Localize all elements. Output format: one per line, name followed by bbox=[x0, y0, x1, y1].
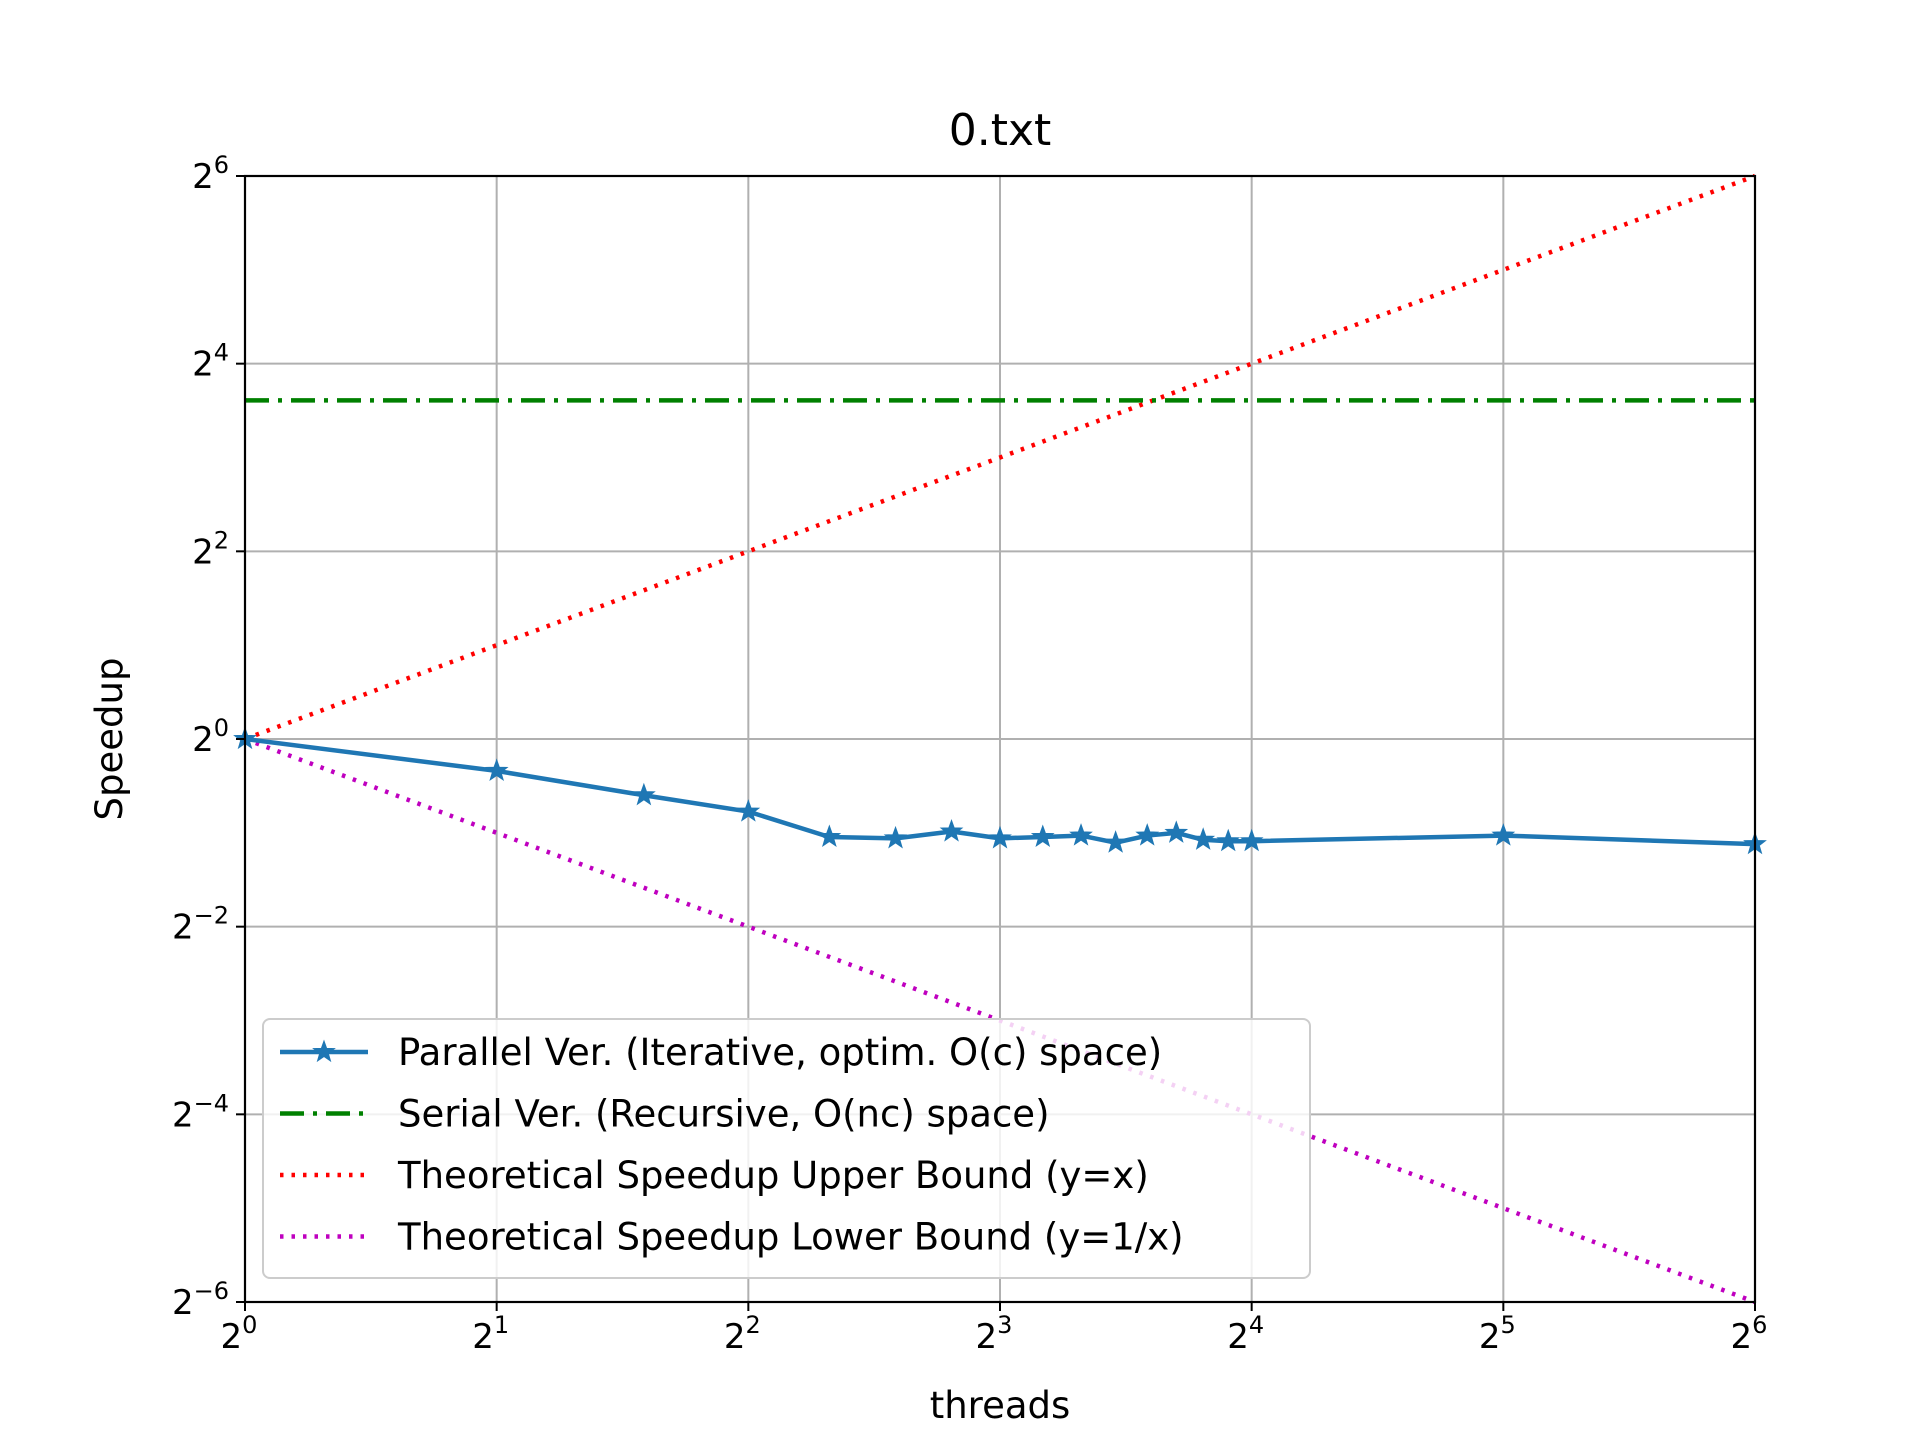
axis-ticks: 20 21 22 23 24 25 26 2−6 2−4 2−2 20 22 24 26 bbox=[172, 151, 1767, 1357]
data-point bbox=[939, 819, 964, 842]
data-point bbox=[484, 758, 509, 782]
data-point bbox=[1103, 830, 1128, 853]
y-tick-label: 22 bbox=[192, 526, 229, 572]
legend-marker-0 bbox=[312, 1039, 336, 1063]
x-tick-label: 21 bbox=[472, 1311, 509, 1357]
y-tick-label: 24 bbox=[192, 339, 229, 385]
data-point bbox=[1191, 827, 1216, 850]
y-tick-label: 26 bbox=[192, 151, 229, 197]
legend: Parallel Ver. (Iterative, optim. O(c) sp… bbox=[262, 1018, 1311, 1279]
data-point bbox=[883, 825, 908, 849]
x-axis-title: threads bbox=[930, 1384, 1071, 1427]
data-point bbox=[1164, 820, 1189, 843]
x-tick-label: 25 bbox=[1479, 1311, 1516, 1357]
data-point bbox=[988, 825, 1012, 849]
y-tick-label: 2−2 bbox=[172, 902, 229, 948]
data-point bbox=[1491, 823, 1516, 846]
x-tick-label: 22 bbox=[724, 1311, 761, 1357]
x-tick-label: 24 bbox=[1227, 1311, 1264, 1357]
data-point bbox=[1030, 824, 1055, 848]
data-point bbox=[632, 782, 656, 806]
data-point bbox=[1135, 823, 1160, 846]
data-point bbox=[736, 799, 761, 822]
data-point bbox=[1239, 828, 1264, 852]
data-point bbox=[817, 824, 842, 848]
y-tick-label: 20 bbox=[192, 714, 229, 760]
y-tick-label: 2−6 bbox=[172, 1277, 229, 1323]
legend-label-0: Parallel Ver. (Iterative, optim. O(c) sp… bbox=[398, 1031, 1162, 1074]
series-line-2 bbox=[244, 173, 1756, 742]
y-axis-title: Speedup bbox=[88, 658, 131, 821]
legend-box bbox=[262, 1018, 1311, 1279]
data-point bbox=[1216, 828, 1241, 852]
x-tick-label: 20 bbox=[221, 1311, 258, 1357]
y-tick-label: 2−4 bbox=[172, 1089, 229, 1135]
chart-title: 0.txt bbox=[949, 105, 1052, 156]
legend-label-1: Serial Ver. (Recursive, O(nc) space) bbox=[398, 1093, 1050, 1136]
x-tick-label: 23 bbox=[976, 1311, 1013, 1357]
legend-label-3: Theoretical Speedup Lower Bound (y=1/x) bbox=[397, 1216, 1184, 1259]
legend-label-2: Theoretical Speedup Upper Bound (y=x) bbox=[397, 1154, 1149, 1197]
x-tick-label: 26 bbox=[1731, 1311, 1768, 1357]
data-point bbox=[1069, 823, 1093, 846]
